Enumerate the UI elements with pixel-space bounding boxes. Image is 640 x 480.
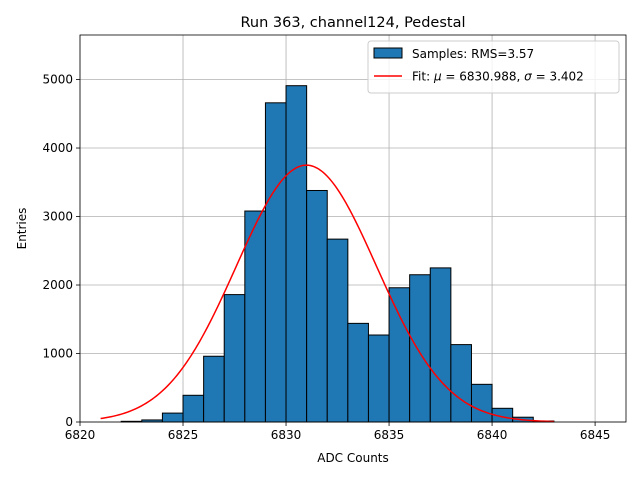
x-axis-label: ADC Counts <box>317 451 389 465</box>
x-tick-label: 6820 <box>65 428 96 442</box>
histogram-bar <box>347 322 369 423</box>
plot-frame <box>79 34 627 423</box>
histogram-bar <box>264 102 287 423</box>
x-tick-label: 6835 <box>374 428 405 442</box>
y-tick-label: 0 <box>65 415 73 429</box>
y-tick-label: 2000 <box>42 278 73 292</box>
histogram-bar <box>306 189 328 423</box>
histogram-bar <box>429 267 452 423</box>
histogram-bar <box>450 344 472 423</box>
histogram-bar <box>470 383 493 423</box>
histogram-bar <box>223 294 246 423</box>
histogram-bar <box>326 238 349 423</box>
y-tick-label: 5000 <box>42 73 73 87</box>
legend-mu-symbol: μ <box>433 70 442 84</box>
histogram-bar <box>285 85 308 423</box>
legend-sigma-symbol: σ <box>524 70 532 84</box>
legend-fit-label: Fit: μ = 6830.988, σ = 3.402 <box>412 70 584 84</box>
legend-fit-prefix: Fit: <box>412 70 434 84</box>
x-tick-label: 6845 <box>580 428 611 442</box>
x-tick-label: 6825 <box>168 428 199 442</box>
legend: Samples: RMS=3.57 Fit: μ = 6830.988, σ =… <box>367 40 620 94</box>
histogram-bar <box>367 334 390 423</box>
x-tick-label: 6840 <box>477 428 508 442</box>
y-tick-label: 4000 <box>42 141 73 155</box>
histogram-bar <box>161 412 184 423</box>
histogram-bars <box>120 85 555 423</box>
histogram-bar <box>409 274 431 423</box>
histogram-bar <box>203 355 225 423</box>
legend-sigma-value: = 3.402 <box>532 70 584 84</box>
legend-hist-swatch <box>373 47 403 59</box>
chart-title: Run 363, channel124, Pedestal <box>240 15 465 31</box>
legend-box <box>367 40 620 94</box>
y-tick-label: 1000 <box>42 347 73 361</box>
histogram-bar <box>244 210 266 423</box>
y-axis-label: Entries <box>15 208 29 250</box>
x-tick-label: 6830 <box>271 428 302 442</box>
legend-hist-label: Samples: RMS=3.57 <box>412 47 534 61</box>
axis-ticks: 6820 6825 6830 6835 6840 6845 0 1000 2000 3000 400… <box>42 73 610 442</box>
histogram-bar <box>388 287 411 423</box>
legend-mu-value: = 6830.988, <box>442 70 525 84</box>
y-tick-label: 3000 <box>42 210 73 224</box>
histogram-bar <box>182 394 205 423</box>
fit-curve <box>100 164 554 423</box>
